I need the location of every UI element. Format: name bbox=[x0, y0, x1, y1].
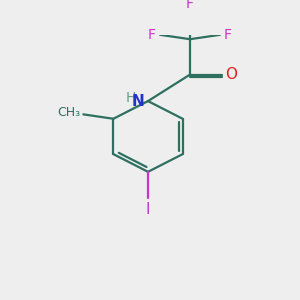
Text: I: I bbox=[146, 202, 150, 217]
Text: N: N bbox=[131, 94, 144, 109]
Text: F: F bbox=[224, 28, 232, 42]
Text: CH₃: CH₃ bbox=[57, 106, 80, 119]
Text: F: F bbox=[186, 0, 194, 11]
Text: H: H bbox=[126, 91, 136, 105]
Text: O: O bbox=[225, 67, 237, 82]
Text: F: F bbox=[148, 28, 156, 42]
